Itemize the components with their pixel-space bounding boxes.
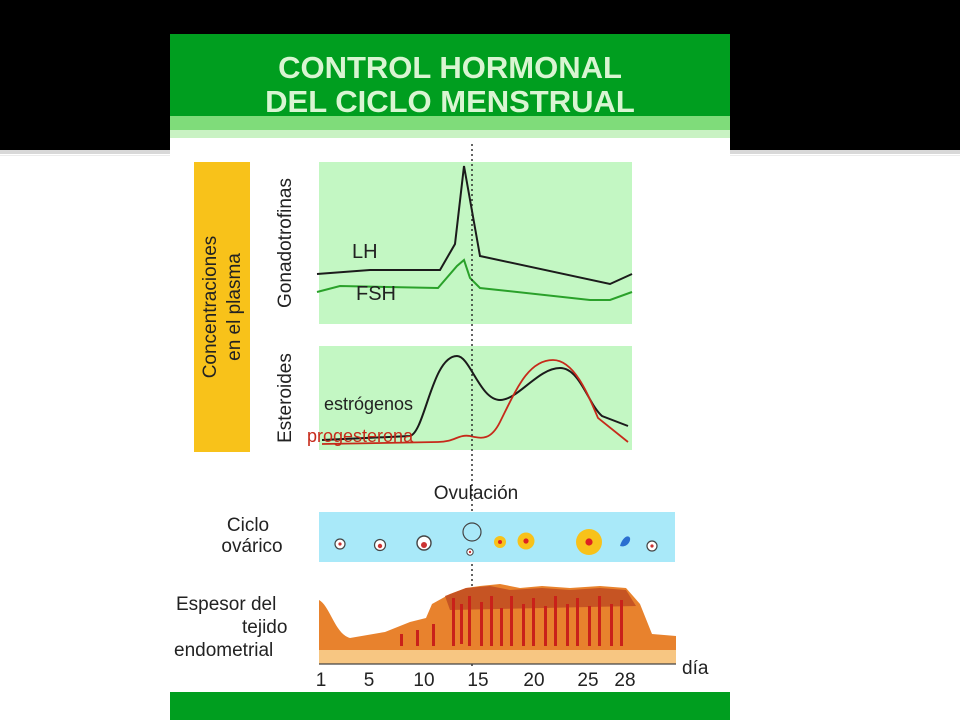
menstrual-cycle-figure: CONTROL HORMONAL DEL CICLO MENSTRUAL Con… — [170, 34, 730, 720]
day-tick-1: 1 — [316, 670, 327, 691]
day-axis-unit: día — [682, 658, 709, 679]
endometrium-label-line-1: Espesor del — [176, 594, 276, 615]
corpus-albicans — [620, 536, 631, 547]
corpus-luteum-early — [494, 536, 506, 548]
title-banner — [170, 34, 730, 116]
estrogen-label: estrógenos — [324, 394, 413, 414]
steroid-axis-label: Esteroides — [275, 353, 296, 443]
corpus-luteum-mature — [576, 529, 602, 555]
gonadotropin-axis-label: Gonadotrofinas — [275, 178, 296, 308]
title-banner-stripe-light — [170, 130, 730, 138]
plasma-concentration-box — [194, 162, 250, 452]
title-line-1: CONTROL HORMONAL — [278, 50, 622, 85]
endometrium-layer-dark — [445, 586, 636, 610]
day-tick-5: 5 — [364, 670, 375, 691]
title-line-2: DEL CICLO MENSTRUAL — [265, 84, 635, 119]
day-axis-ticks: 1 5 10 15 20 25 28 — [316, 670, 636, 691]
day-tick-20: 20 — [523, 670, 544, 691]
follicle-stage-3 — [416, 535, 432, 551]
follicle-ovulating — [462, 522, 482, 556]
progesterone-label: progesterona — [307, 426, 414, 446]
ovulation-label: Ovulación — [434, 483, 519, 504]
endometrium-vessels — [400, 596, 623, 646]
ovarian-cycle-label-line-2: ovárico — [221, 536, 282, 557]
gonadotropin-panel — [319, 162, 632, 324]
lh-curve — [316, 165, 633, 286]
estrogen-curve — [321, 354, 629, 441]
fsh-label: FSH — [356, 283, 396, 305]
day-tick-10: 10 — [413, 670, 434, 691]
bottom-banner — [170, 692, 730, 720]
day-tick-15: 15 — [467, 670, 488, 691]
ovarian-cycle-label-line-1: Ciclo — [227, 515, 269, 536]
lh-label: LH — [352, 241, 378, 263]
day-tick-28: 28 — [614, 670, 635, 691]
progesterone-curve — [321, 359, 629, 445]
follicle-next-cycle — [646, 540, 658, 552]
follicle-stage-1 — [334, 538, 346, 550]
fsh-curve — [316, 258, 633, 301]
follicle-stage-2 — [373, 538, 387, 552]
title-banner-stripe — [170, 116, 730, 130]
plasma-label-line-2: en el plasma — [224, 253, 245, 361]
endometrium-label-line-2: tejido — [242, 617, 287, 638]
endometrium-label-line-3: endometrial — [174, 640, 273, 661]
day-tick-25: 25 — [577, 670, 598, 691]
corpus-luteum-developing — [517, 532, 535, 550]
steroid-panel — [319, 346, 632, 450]
plasma-label-line-1: Concentraciones — [200, 236, 221, 379]
